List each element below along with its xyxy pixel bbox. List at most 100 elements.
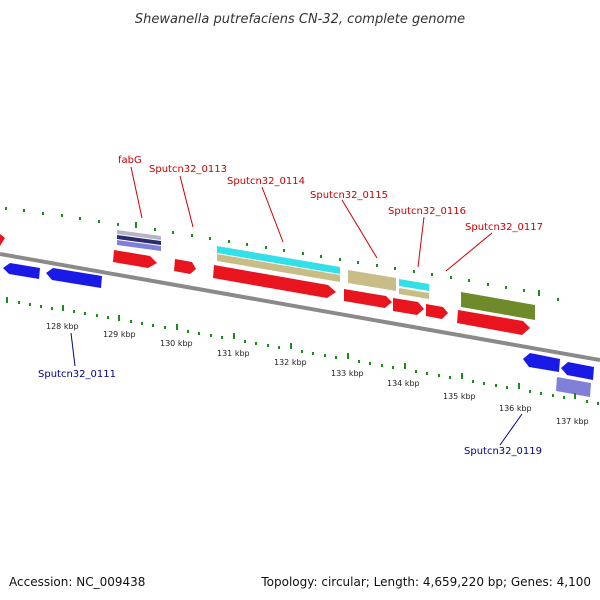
scale-label: 132 kbp bbox=[274, 358, 307, 367]
accession-text: Accession: NC_009438 bbox=[9, 575, 145, 589]
tick-mark bbox=[404, 363, 406, 369]
tick-mark bbox=[221, 336, 223, 339]
feature-tracks bbox=[117, 230, 591, 397]
forward-features bbox=[0, 234, 530, 335]
gene-arrow-sputcn32-0111[interactable] bbox=[46, 268, 102, 288]
tick-mark bbox=[278, 346, 280, 349]
tick-mark bbox=[449, 376, 451, 379]
feature-bar-gray bbox=[117, 230, 161, 240]
label-leader-line bbox=[445, 232, 493, 272]
tick-mark bbox=[290, 343, 292, 349]
feature-bar-lavender bbox=[556, 377, 591, 397]
tick-mark bbox=[431, 273, 433, 276]
tick-mark bbox=[283, 249, 285, 252]
tick-mark bbox=[415, 370, 417, 373]
label-leader-line bbox=[70, 332, 76, 367]
tick-mark bbox=[505, 286, 507, 289]
label-leader-line bbox=[417, 216, 425, 268]
feature-bar-cyan bbox=[399, 279, 429, 291]
gene-arrow-sputcn32-0115[interactable] bbox=[344, 289, 392, 308]
tick-mark bbox=[358, 360, 360, 363]
inner-tick-ring bbox=[6, 297, 599, 405]
tick-mark bbox=[267, 344, 269, 347]
feature-bar-lavender bbox=[117, 240, 161, 251]
label-leader-line bbox=[341, 199, 378, 259]
gene-arrow-reverse bbox=[561, 362, 594, 380]
tick-mark bbox=[5, 207, 7, 210]
tick-mark bbox=[506, 386, 508, 389]
tick-mark bbox=[468, 279, 470, 282]
tick-mark bbox=[450, 276, 452, 279]
gene-arrow-fabg[interactable] bbox=[113, 250, 157, 268]
gene-arrow-sputcn32-0117[interactable] bbox=[457, 310, 530, 335]
gene-label-sputcn32-0117[interactable]: Sputcn32_0117 bbox=[465, 222, 543, 233]
tick-mark bbox=[265, 246, 267, 249]
tick-mark bbox=[29, 303, 31, 306]
tick-mark bbox=[191, 234, 193, 237]
tick-mark bbox=[392, 366, 394, 369]
gene-label-sputcn32-0113[interactable]: Sputcn32_0113 bbox=[149, 164, 227, 175]
label-leader-line bbox=[499, 413, 523, 446]
tick-mark bbox=[6, 297, 8, 303]
forward-gene-labels: fabG Sputcn32_0113 Sputcn32_0114 Sputcn3… bbox=[118, 155, 543, 272]
feature-bar-navy bbox=[117, 235, 161, 245]
tick-mark bbox=[51, 307, 53, 310]
tick-mark bbox=[187, 330, 189, 333]
gene-label-sputcn32-0115[interactable]: Sputcn32_0115 bbox=[310, 190, 388, 201]
tick-mark bbox=[228, 240, 230, 243]
tick-mark bbox=[413, 270, 415, 273]
tick-mark bbox=[597, 402, 599, 405]
gene-label-sputcn32-0116[interactable]: Sputcn32_0116 bbox=[388, 206, 466, 217]
tick-mark bbox=[461, 373, 463, 379]
tick-mark bbox=[381, 364, 383, 367]
tick-mark bbox=[18, 301, 20, 304]
tick-mark bbox=[472, 380, 474, 383]
scale-label: 133 kbp bbox=[331, 369, 364, 378]
tick-mark bbox=[339, 258, 341, 261]
tick-mark bbox=[244, 340, 246, 343]
scale-label: 130 kbp bbox=[160, 339, 193, 348]
tick-mark bbox=[23, 209, 25, 212]
genome-summary-text: Topology: circular; Length: 4,659,220 bp… bbox=[260, 575, 591, 589]
tick-mark bbox=[154, 228, 156, 231]
gene-arrow-sputcn32-0116[interactable] bbox=[393, 298, 424, 315]
tick-mark bbox=[394, 267, 396, 270]
gene-arrow-sputcn32-0114[interactable] bbox=[213, 265, 336, 298]
tick-mark bbox=[574, 393, 576, 399]
tick-mark bbox=[438, 374, 440, 377]
feature-bar-tan bbox=[217, 254, 340, 282]
tick-mark bbox=[40, 305, 42, 308]
scale-label: 134 kbp bbox=[387, 379, 420, 388]
genome-title: Shewanella putrefaciens CN-32, complete … bbox=[135, 12, 465, 27]
tick-mark bbox=[320, 255, 322, 258]
label-leader-line bbox=[261, 186, 284, 243]
reverse-features bbox=[3, 263, 594, 380]
tick-mark bbox=[557, 298, 559, 301]
tick-mark bbox=[98, 220, 100, 223]
label-leader-line bbox=[179, 175, 194, 228]
scale-label: 129 kbp bbox=[103, 330, 136, 339]
gene-arrow-sputcn32-0113[interactable] bbox=[174, 259, 196, 274]
gene-label-sputcn32-0119[interactable]: Sputcn32_0119 bbox=[464, 446, 542, 457]
gene-label-sputcn32-0111[interactable]: Sputcn32_0111 bbox=[38, 369, 116, 380]
tick-mark bbox=[209, 237, 211, 240]
feature-bar-cyan bbox=[217, 246, 340, 274]
tick-mark bbox=[301, 350, 303, 353]
feature-bar-tan bbox=[348, 270, 396, 291]
genome-backbone bbox=[0, 252, 600, 362]
gene-label-fabg[interactable]: fabG bbox=[118, 155, 142, 166]
tick-mark bbox=[540, 392, 542, 395]
gene-label-sputcn32-0114[interactable]: Sputcn32_0114 bbox=[227, 176, 305, 187]
tick-mark bbox=[369, 362, 371, 365]
tick-mark bbox=[495, 384, 497, 387]
gene-arrow-sputcn32-0116b[interactable] bbox=[426, 304, 448, 319]
gene-arrow-reverse bbox=[523, 353, 560, 372]
feature-bar-olive bbox=[461, 292, 535, 320]
outer-tick-ring bbox=[5, 207, 559, 301]
tick-mark bbox=[347, 353, 349, 359]
feature-bar-tan bbox=[399, 288, 429, 299]
scale-label: 135 kbp bbox=[443, 392, 476, 401]
tick-mark bbox=[164, 326, 166, 329]
tick-mark bbox=[233, 333, 235, 339]
